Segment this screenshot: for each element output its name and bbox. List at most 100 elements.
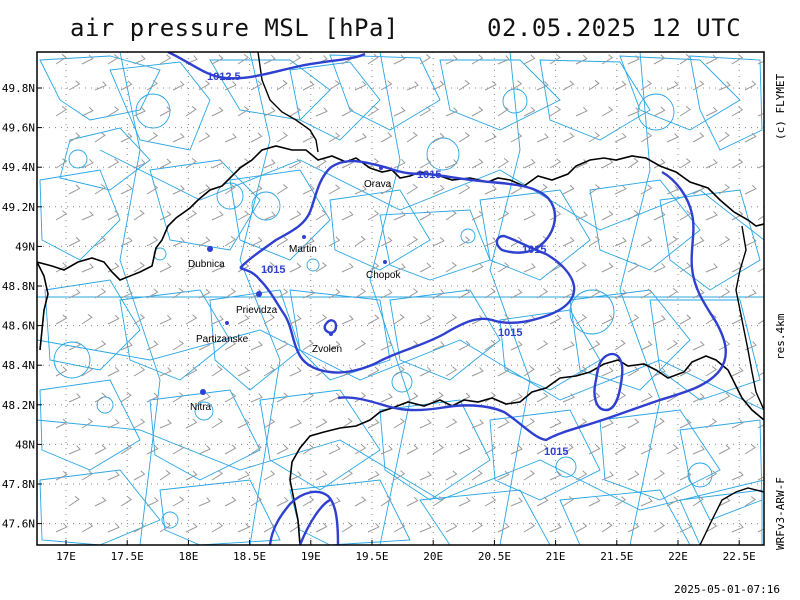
wind-barb (705, 211, 718, 221)
wind-barb (406, 236, 419, 247)
wind-barb (562, 393, 575, 403)
wind-barb (718, 81, 731, 91)
border-hungary-east (699, 487, 764, 545)
wind-barb (393, 418, 406, 429)
wind-barb (614, 496, 627, 507)
wind-barb (432, 391, 444, 403)
wind-barb (185, 470, 198, 481)
wind-barb (666, 288, 678, 299)
wind-barb (159, 367, 172, 377)
wind-barb (549, 314, 562, 325)
wind-barb (627, 157, 639, 169)
wind-barb (237, 106, 250, 117)
wind-barb (250, 184, 263, 195)
country-border (37, 145, 764, 281)
generated-timestamp: 2025-05-01-07:16 (674, 583, 780, 596)
wind-barb (744, 444, 756, 455)
wind-barb (94, 81, 107, 91)
wind-barb (588, 392, 601, 403)
wind-barb (211, 418, 223, 429)
wind-barb (55, 210, 68, 221)
wind-barb (653, 158, 666, 169)
lat-tick-label: 48.2N (2, 399, 35, 412)
wind-barb (497, 262, 510, 273)
wind-barb (120, 184, 133, 195)
wind-barb (224, 133, 237, 143)
wind-barb (432, 132, 445, 143)
wind-barb (302, 184, 315, 195)
wind-barb (458, 496, 471, 507)
wind-barb (588, 340, 601, 351)
wind-barb (458, 184, 471, 195)
wind-barb (705, 418, 718, 429)
wind-barb (315, 107, 328, 117)
wind-barb (328, 340, 341, 351)
wind-barb (575, 366, 588, 377)
wind-barb (120, 236, 133, 247)
wind-barb (445, 522, 458, 533)
wind-barb (679, 53, 691, 65)
city-dot-nitra (200, 389, 206, 395)
wind-barb (419, 366, 432, 377)
wind-barb (185, 522, 198, 533)
wind-barb (211, 158, 224, 169)
isobar-labels: 1012.5 1015 1015 1015 1015 1015 (207, 71, 568, 458)
wind-barb (601, 521, 613, 533)
wind-barb (679, 314, 692, 325)
wind-barb (159, 106, 172, 117)
wind-barb (419, 210, 432, 221)
wind-barb (55, 106, 67, 117)
wind-barb (445, 107, 458, 117)
wind-barb (653, 210, 666, 221)
wind-barb (276, 496, 289, 507)
wind-barb (81, 522, 94, 533)
wind-barb (718, 131, 730, 143)
city-dot-orava (379, 166, 383, 170)
wind-barb (315, 314, 328, 325)
wind-barb (666, 444, 679, 455)
wind-barb (575, 418, 588, 429)
wind-barb (757, 164, 764, 169)
wind-barb (328, 80, 341, 91)
wind-barb (497, 418, 510, 429)
wind-barb (562, 443, 574, 455)
wind-barb (692, 340, 705, 351)
wind-barb (588, 444, 601, 455)
wind-barb (302, 392, 314, 403)
wind-barb (536, 340, 549, 351)
wind-barb (653, 470, 665, 481)
wind-barb (510, 132, 523, 143)
wind-barb (159, 210, 172, 221)
wind-barb (302, 444, 315, 455)
wind-barb (601, 262, 614, 273)
wind-barb (172, 132, 185, 143)
wind-barb (55, 158, 68, 169)
wind-barb (705, 106, 718, 117)
city-label-partizanske: Partizanske (196, 334, 249, 345)
wind-barb (380, 184, 393, 195)
lon-tick-label: 22.5E (723, 550, 756, 563)
latitude-axis: 49.8N 49.6N 49.4N 49.2N 49N 48.8N 48.6N 48.4N 48… (2, 82, 42, 531)
wind-barb (471, 419, 484, 429)
wind-barb (406, 131, 418, 143)
wind-barb (510, 392, 523, 403)
wind-barb (120, 80, 133, 91)
wind-barbs (55, 53, 764, 533)
wind-barb (250, 496, 262, 507)
wind-barb (458, 132, 471, 143)
wind-barb (250, 443, 262, 455)
wind-barb (731, 418, 744, 429)
wind-barb (484, 287, 496, 299)
wind-barb (302, 496, 315, 507)
wind-barb (55, 418, 68, 429)
wind-barb (354, 133, 367, 143)
wind-barb (510, 236, 523, 247)
wind-barb (159, 314, 172, 325)
wind-barb (68, 340, 81, 351)
city-label-martin: Martin (289, 244, 317, 255)
wind-barb (497, 366, 510, 377)
wind-barb (562, 80, 575, 91)
isobars (167, 52, 727, 545)
wind-barb (627, 107, 640, 117)
wind-barb (263, 54, 276, 65)
